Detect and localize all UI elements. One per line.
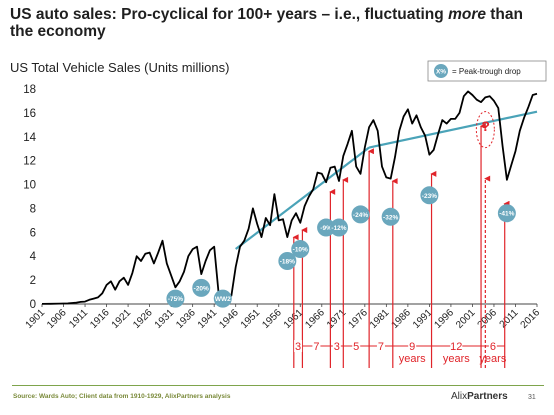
drop-badge-label: -20% bbox=[194, 285, 209, 292]
x-tick-label: 1966 bbox=[303, 307, 327, 331]
x-tick-label: 1906 bbox=[45, 307, 69, 331]
cycle-gap-unit: years bbox=[399, 353, 426, 365]
drop-badge bbox=[166, 289, 185, 308]
sales-line-series bbox=[41, 90, 538, 305]
drop-badge-label: -18% bbox=[280, 259, 295, 266]
x-tick-label: 1981 bbox=[368, 307, 392, 331]
drop-badge-label: -75% bbox=[168, 296, 183, 303]
drop-badge-label: -32% bbox=[383, 214, 398, 221]
cycle-arrows: ? bbox=[292, 111, 510, 368]
drop-badge bbox=[291, 240, 310, 259]
drop-badge bbox=[351, 205, 370, 224]
drop-badge bbox=[420, 186, 439, 205]
cycle-gap-bg bbox=[352, 340, 361, 352]
sales-series-line bbox=[41, 90, 538, 305]
drop-badge bbox=[497, 204, 516, 223]
legend-marker-label: X% bbox=[436, 69, 446, 76]
drop-badge-label: -9% bbox=[320, 225, 332, 232]
y-tick-label: 0 bbox=[30, 299, 36, 311]
drop-badge bbox=[330, 218, 348, 237]
cycle-gap-bg bbox=[332, 340, 341, 352]
cycle-gap-label: 9 bbox=[409, 341, 415, 353]
x-tick-label: 1956 bbox=[260, 307, 284, 331]
drop-badge bbox=[317, 218, 336, 237]
cycle-gap-label: 7 bbox=[378, 341, 384, 353]
cycle-gap-label: 3 bbox=[295, 341, 301, 353]
drop-badge-label: -41% bbox=[499, 211, 514, 218]
page-title: US auto sales: Pro-cyclical for 100+ yea… bbox=[10, 6, 523, 40]
drop-badge bbox=[213, 289, 232, 308]
forecast-question-mark: ? bbox=[481, 118, 490, 134]
x-tick-label: 1916 bbox=[88, 307, 112, 331]
cycle-gap-bg bbox=[408, 340, 417, 352]
legend-label: = Peak-trough drop bbox=[452, 67, 521, 76]
cycle-gap-label: 6 bbox=[490, 341, 496, 353]
x-tick-label: 2006 bbox=[476, 307, 500, 331]
drop-badge-label: -12% bbox=[331, 225, 346, 232]
drop-badge-label: WW2 bbox=[215, 296, 231, 303]
cycle-gap-label: 3 bbox=[334, 341, 340, 353]
trend-line bbox=[368, 110, 538, 149]
drop-badges: -75% -20% WW2 -18% -10% -9% -12% -24% -32% -23% -4… bbox=[166, 186, 516, 308]
drop-badge-label: -23% bbox=[422, 193, 437, 200]
cycle-gap-bg bbox=[488, 340, 497, 352]
x-tick-label: 2011 bbox=[498, 307, 521, 330]
legend-box bbox=[427, 60, 547, 82]
y-tick-label: 8 bbox=[30, 203, 36, 215]
x-tick-label: 1996 bbox=[433, 307, 457, 331]
drop-badge bbox=[278, 252, 297, 270]
x-tick-label: 2016 bbox=[519, 307, 543, 331]
x-tick-label: 1976 bbox=[346, 307, 370, 331]
chart-title: US Total Vehicle Sales (Units millions) bbox=[10, 60, 230, 75]
x-tick-label: 1946 bbox=[217, 307, 241, 331]
y-tick-label: 2 bbox=[30, 275, 36, 287]
y-tick-label: 10 bbox=[23, 180, 36, 192]
x-tick-label: 1941 bbox=[196, 307, 220, 331]
cycle-gap-unit: years bbox=[479, 353, 506, 365]
x-tick-label: 1911 bbox=[67, 307, 90, 330]
page-number: 31 bbox=[528, 394, 536, 401]
cycle-gap-bg bbox=[312, 340, 321, 352]
x-tick-label: 1901 bbox=[24, 307, 48, 331]
y-tick-label: 4 bbox=[30, 251, 37, 263]
x-tick-label: 2001 bbox=[454, 307, 478, 331]
cycle-gap-label: 5 bbox=[353, 341, 359, 353]
x-tick-label: 1921 bbox=[110, 307, 134, 331]
cycle-gap-label: 7 bbox=[313, 341, 319, 353]
x-tick-label: 1951 bbox=[239, 307, 263, 331]
cycle-gap-bg bbox=[376, 340, 385, 352]
cycle-gap-label: 12 bbox=[450, 341, 462, 353]
x-tick-label: 1971 bbox=[325, 307, 349, 331]
trend-lines bbox=[235, 110, 538, 250]
forecast-ellipse bbox=[475, 111, 495, 149]
drop-badge-label: -24% bbox=[353, 212, 368, 219]
drop-badge-label: -10% bbox=[293, 247, 308, 254]
x-tick-label: 1931 bbox=[153, 307, 177, 331]
y-tick-label: 14 bbox=[23, 132, 36, 144]
cycle-gap-bg bbox=[450, 340, 463, 352]
legend-badge bbox=[434, 64, 448, 78]
y-tick-label: 18 bbox=[23, 84, 36, 96]
source-note: Source: Wards Auto; Client data from 191… bbox=[13, 393, 231, 400]
drop-badge bbox=[192, 278, 211, 297]
x-tick-label: 1936 bbox=[174, 307, 198, 331]
y-tick-label: 6 bbox=[30, 227, 36, 239]
cycle-gap-bg bbox=[294, 340, 303, 352]
sales-chart: 0246810121416181901190619111916192119261… bbox=[23, 60, 547, 368]
company-logo: AlixPartners bbox=[451, 391, 508, 402]
trend-line bbox=[235, 146, 370, 250]
y-tick-label: 12 bbox=[23, 156, 36, 168]
x-tick-label: 1926 bbox=[131, 307, 155, 331]
drop-badge bbox=[381, 207, 400, 226]
footer-divider bbox=[12, 385, 544, 386]
y-tick-label: 16 bbox=[23, 108, 36, 120]
chart-legend: X% = Peak-trough drop bbox=[427, 60, 547, 82]
cycle-gap-unit: years bbox=[443, 353, 470, 365]
